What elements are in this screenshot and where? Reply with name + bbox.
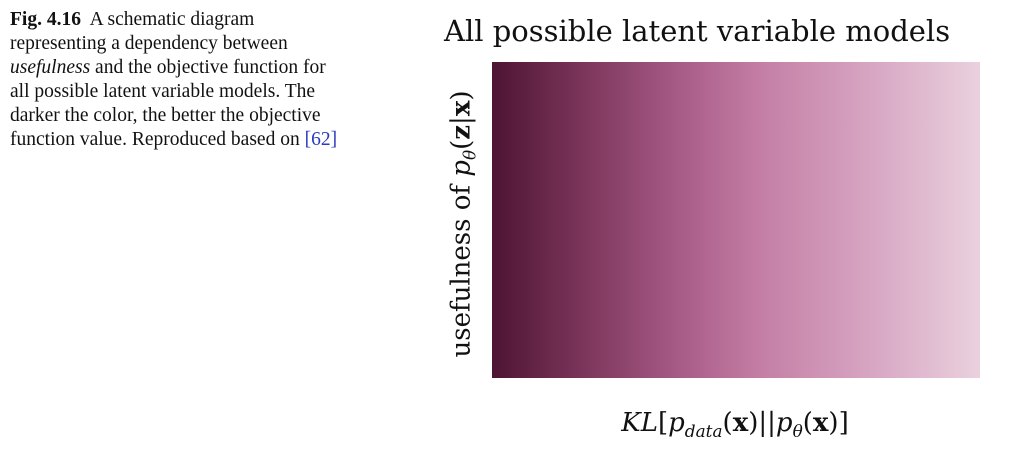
caption-emphasis: usefulness xyxy=(10,57,90,78)
x-axis-label: KL[pdata(x)||pθ(x)] xyxy=(621,408,848,441)
x-label-p1: p xyxy=(668,408,685,438)
objective-gradient-panel xyxy=(492,62,980,378)
y-label-bar: | xyxy=(446,116,476,125)
x-label-x2: x xyxy=(813,408,829,438)
y-label-p: p xyxy=(446,160,476,177)
caption-ref-close: ] xyxy=(331,129,338,150)
x-label-p1-close: ) xyxy=(748,408,758,438)
y-label-sub: θ xyxy=(460,150,480,160)
x-label-p2: p xyxy=(776,408,793,438)
x-label-sep: || xyxy=(758,408,776,438)
figure-title: All possible latent variable models xyxy=(444,14,950,48)
x-label-x1: x xyxy=(733,408,749,438)
x-label-open: [ xyxy=(658,408,668,438)
y-label-close: ) xyxy=(446,91,476,101)
figure-caption: Fig. 4.16 A schematic diagram representi… xyxy=(10,8,340,152)
x-label-p2-close: ) xyxy=(828,408,838,438)
x-label-kl: KL xyxy=(621,408,658,438)
y-label-open: ( xyxy=(446,140,476,150)
x-label-close: ] xyxy=(839,408,849,438)
x-label-p2-open: ( xyxy=(803,408,813,438)
x-label-sub1: data xyxy=(685,421,723,441)
x-label-sub2: θ xyxy=(793,421,803,441)
y-label-z: z xyxy=(446,125,476,140)
y-label-x: x xyxy=(446,101,476,117)
caption-ref-link[interactable]: 62 xyxy=(311,129,331,150)
y-label-prefix: usefulness of xyxy=(446,185,476,358)
y-axis-label: usefulness of pθ(z|x) xyxy=(446,91,479,358)
caption-label: Fig. 4.16 xyxy=(10,9,81,30)
x-label-p1-open: ( xyxy=(723,408,733,438)
